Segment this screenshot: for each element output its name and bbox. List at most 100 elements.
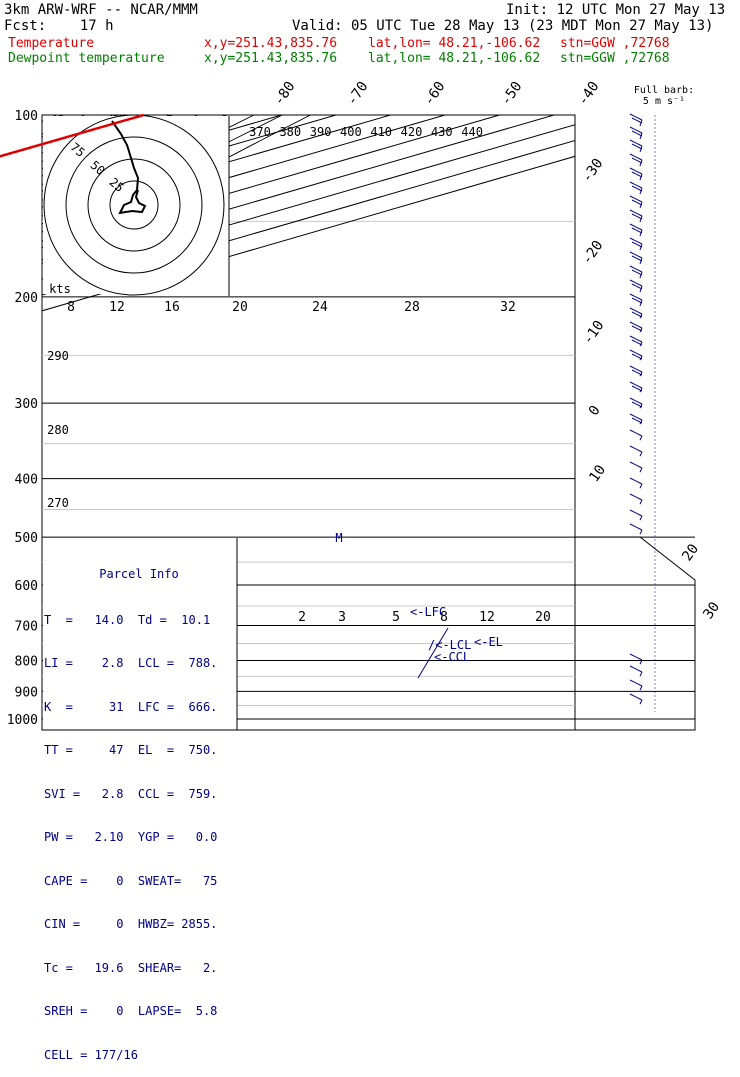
- wind-barb: [630, 350, 642, 360]
- wind-barb-shaft: [640, 530, 642, 534]
- wind-barb: [630, 654, 642, 664]
- parcel-info-row: K = 31 LFC = 666.: [44, 700, 234, 715]
- wind-barb: [630, 224, 642, 236]
- wind-barb-feather: [630, 294, 642, 300]
- wind-barb-feather: [630, 196, 642, 202]
- wind-barb: [630, 114, 642, 126]
- wind-barb: [630, 446, 642, 456]
- wind-barbs: Full barb:5 m s⁻¹: [630, 85, 694, 712]
- isotherm-label: 0: [586, 403, 604, 419]
- wind-barb: [630, 430, 642, 440]
- wind-barb: [630, 398, 642, 408]
- parcel-info-panel: Parcel Info T = 14.0 Td = 10.1 LI = 2.8 …: [44, 538, 234, 1077]
- wind-barb-shaft: [640, 484, 642, 488]
- wind-barb: [630, 127, 642, 139]
- hodograph-bg: [43, 116, 229, 294]
- wind-barb: [630, 196, 642, 208]
- wind-barb-shaft: [640, 436, 642, 440]
- wind-barb-feather: [630, 446, 642, 452]
- wind-barb: [630, 210, 642, 222]
- mixing-ratio-label: 24: [312, 300, 328, 315]
- theta-e-label: 410: [370, 125, 392, 139]
- parcel-info-row: TT = 47 EL = 750.: [44, 743, 234, 758]
- wind-barb: [630, 414, 642, 424]
- parcel-info-row: CIN = 0 HWBZ= 2855.: [44, 917, 234, 932]
- parcel-info-row: LI = 2.8 LCL = 788.: [44, 656, 234, 671]
- pressure-label: 200: [15, 291, 38, 306]
- wind-barb: [630, 238, 642, 250]
- wind-barb-feather: [630, 140, 642, 146]
- wind-barb-feather: [630, 680, 642, 686]
- wind-barb: [630, 478, 642, 488]
- wind-barb-feather: [630, 322, 642, 328]
- wind-barb-feather: [630, 510, 642, 516]
- isotherm-label: 30: [700, 599, 723, 622]
- isotherm-label: -40: [575, 79, 603, 109]
- pressure-label: 100: [15, 109, 38, 124]
- theta-label: 270: [47, 496, 69, 510]
- wind-barb-feather: [630, 524, 642, 530]
- parcel-info-row: SREH = 0 LAPSE= 5.8: [44, 1004, 234, 1019]
- wind-barb-feather: [630, 350, 642, 356]
- wind-barb: [630, 494, 642, 504]
- wind-barb-feather: [630, 266, 642, 272]
- barb-legend-title: Full barb:: [634, 85, 694, 96]
- wind-barb-feather: [630, 182, 642, 188]
- mixing-ratio-label: 5: [392, 610, 400, 625]
- wind-barb-shaft: [640, 516, 642, 520]
- wind-barb-feather: [630, 308, 642, 314]
- wind-barb: [630, 524, 642, 534]
- ccl-marker: <-CCL: [434, 650, 470, 664]
- mixing-ratio-label: 12: [109, 300, 125, 315]
- wind-barb-feather: [630, 336, 642, 342]
- wind-barb: [630, 252, 642, 264]
- theta-e-label: 420: [401, 125, 423, 139]
- wind-barb-feather: [630, 694, 642, 700]
- dry-adiabat-line: [0, 115, 28, 732]
- wind-barb-feather: [630, 280, 642, 286]
- mixing-ratio-label: 12: [479, 610, 495, 625]
- wind-barb-shaft: [640, 672, 642, 676]
- mixing-ratio-label: 2: [298, 610, 306, 625]
- parcel-info-row: SVI = 2.8 CCL = 759.: [44, 787, 234, 802]
- theta-e-label: 380: [279, 125, 301, 139]
- parcel-info-row: Tc = 19.6 SHEAR= 2.: [44, 961, 234, 976]
- wind-barb-feather: [630, 414, 642, 420]
- lower-frame-extension: [575, 537, 695, 730]
- wind-barb-feather: [630, 154, 642, 160]
- mixing-ratio-label: 28: [404, 300, 420, 315]
- wind-barb: [630, 308, 642, 318]
- parcel-info-title: Parcel Info: [44, 567, 234, 582]
- barb-legend-unit: 5 m s⁻¹: [643, 96, 685, 107]
- wind-barb-feather: [630, 398, 642, 404]
- theta-e-label: 430: [431, 125, 453, 139]
- isotherm-label: -60: [421, 79, 449, 109]
- wind-barb: [630, 182, 642, 194]
- wind-barb-feather: [630, 654, 642, 660]
- wind-barb: [630, 680, 642, 690]
- wind-barb-feather: [630, 366, 642, 372]
- theta-e-label: 390: [310, 125, 332, 139]
- wind-barb-feather: [630, 168, 642, 174]
- wind-barb-shaft: [640, 468, 642, 472]
- wind-barb: [630, 154, 642, 166]
- isotherm-label: 10: [586, 462, 609, 485]
- pressure-label: 400: [15, 473, 38, 488]
- isotherm-label: -80: [271, 79, 299, 109]
- parcel-info-row: CELL = 177/16: [44, 1048, 234, 1063]
- el-marker: <-EL: [474, 635, 503, 649]
- pressure-label: 1000: [7, 713, 38, 728]
- parcel-info-row: PW = 2.10 YGP = 0.0: [44, 830, 234, 845]
- wind-barb-feather: [630, 478, 642, 484]
- wind-barb: [630, 280, 642, 292]
- theta-e-label: 400: [340, 125, 362, 139]
- wind-barb-feather: [630, 238, 642, 244]
- wind-barb-shaft: [640, 500, 642, 504]
- theta-label: 290: [47, 349, 69, 363]
- isotherm-label: -30: [579, 156, 607, 186]
- pressure-label: 800: [15, 654, 38, 669]
- wind-barb: [630, 336, 642, 346]
- isotherm-label: -20: [579, 238, 607, 268]
- wind-barb: [630, 462, 642, 472]
- wind-barb-shaft: [640, 686, 642, 690]
